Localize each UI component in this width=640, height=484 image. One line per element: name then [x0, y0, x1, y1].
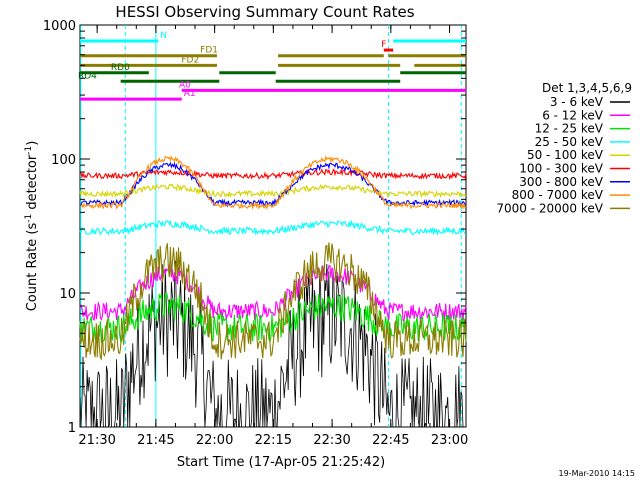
x-tick-label: 23:00 — [431, 433, 468, 448]
series-line — [79, 219, 467, 236]
y-tick-label: 1000 — [43, 19, 76, 34]
legend-title: Det 1,3,4,5,6,9 — [542, 81, 632, 95]
timestamp: 19-Mar-2010 14:15 — [559, 469, 636, 478]
y-axis-label-end: ) — [25, 141, 40, 146]
legend-label: 12 - 25 keV — [535, 122, 604, 136]
y-axis-label-main: Count Rate (s — [25, 223, 40, 312]
y-axis-label-sup1: -1 — [24, 214, 34, 223]
y-tick-label: 1 — [68, 421, 76, 436]
legend-label: 7000 - 20000 keV — [496, 201, 603, 215]
flag-label: A0 — [179, 80, 191, 90]
flag-label: A1 — [184, 89, 196, 99]
x-tick-label: 22:30 — [313, 433, 350, 448]
flag-label: N — [160, 31, 167, 41]
y-tick-label: 100 — [51, 153, 76, 168]
x-tick-label: 22:15 — [255, 433, 292, 448]
legend-label: 800 - 7000 keV — [512, 188, 604, 202]
legend-label: 100 - 300 keV — [519, 162, 603, 176]
x-tick-label: 21:30 — [78, 433, 115, 448]
x-tick-label: 22:00 — [196, 433, 233, 448]
y-axis: 1 10 100 1000 — [43, 19, 466, 436]
x-tick-label: 22:45 — [372, 433, 409, 448]
legend-label: 6 - 12 keV — [542, 108, 604, 122]
y-axis-label-sup2: -1 — [24, 146, 34, 155]
x-axis-label: Start Time (17-Apr-05 21:25:42) — [177, 455, 385, 470]
series-line — [79, 183, 467, 199]
series-line — [79, 161, 467, 208]
x-tick-label: 21:45 — [137, 433, 174, 448]
flag-label: FD1 — [200, 46, 218, 56]
legend-label: 3 - 6 keV — [550, 95, 604, 109]
y-tick-label: 10 — [59, 287, 76, 302]
flag-label: FD2 — [181, 55, 199, 65]
flag-label: RD4 — [78, 71, 97, 81]
series-layer — [79, 25, 467, 428]
y-axis-label: Count Rate (s-1 detector-1) — [24, 141, 40, 312]
x-axis: 21:30 21:45 22:00 22:15 22:30 22:45 23:00 — [78, 25, 468, 448]
flag-label: F — [381, 40, 386, 50]
legend-label: 300 - 800 keV — [519, 175, 603, 189]
legend-label: 25 - 50 keV — [535, 135, 604, 149]
chart-title: HESSI Observing Summary Count Rates — [115, 3, 414, 21]
series-line — [79, 292, 467, 344]
y-axis-label-mid: detector — [25, 154, 40, 214]
series-line — [79, 154, 467, 211]
legend-label: 50 - 100 keV — [527, 148, 604, 162]
series-line — [79, 242, 467, 361]
flag-label: RD0 — [111, 63, 130, 73]
